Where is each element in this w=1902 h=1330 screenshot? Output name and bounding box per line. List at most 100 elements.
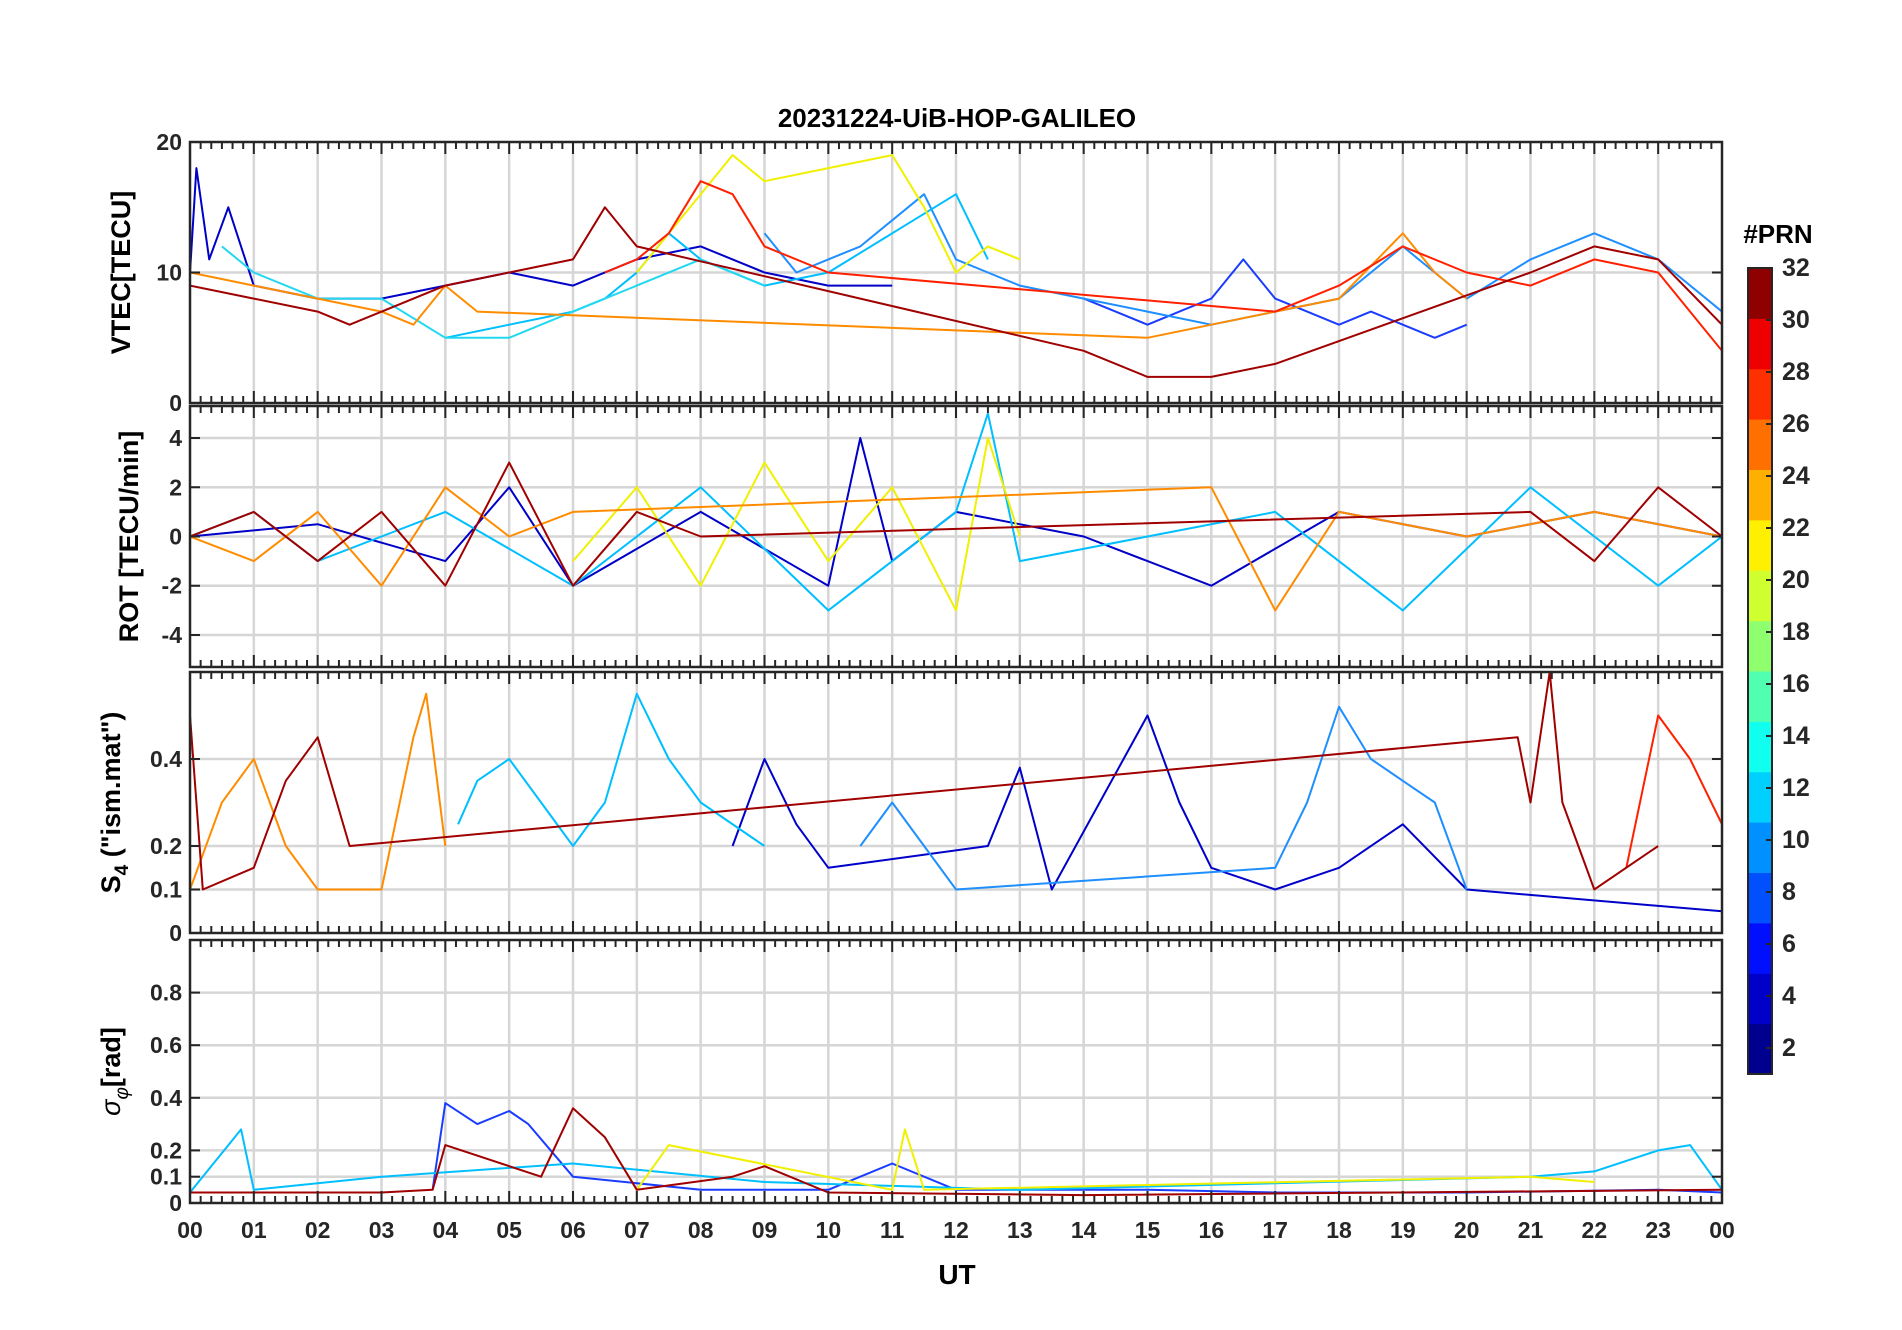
- y-tick-label: 0.2: [150, 1137, 182, 1163]
- panel-s4: 0 0.1 0.2 0.4 S4 ("ism.mat"): [96, 670, 1724, 946]
- y-tick-label: 0: [169, 920, 182, 946]
- colorbar-segment: [1748, 973, 1772, 1025]
- series-line-prn-31: [190, 206, 1722, 378]
- y-tick-label: 0.8: [150, 980, 182, 1006]
- y-tick-label: 20: [156, 129, 182, 155]
- x-tick-label: 21: [1518, 1217, 1544, 1243]
- x-tick-label: 07: [624, 1217, 650, 1243]
- x-tick-label: 12: [943, 1217, 969, 1243]
- x-tick-label: 20: [1454, 1217, 1480, 1243]
- axes-frame: [188, 670, 1724, 935]
- colorbar-tick-label: 8: [1782, 878, 1796, 906]
- series-line-prn-31: [190, 672, 1659, 891]
- x-tick-label: 00: [177, 1217, 203, 1243]
- series-line-prn-2: [731, 714, 1722, 913]
- colorbar-tick-label: 24: [1782, 462, 1810, 490]
- colorbar-segment: [1748, 268, 1772, 319]
- series-line-prn-31: [190, 461, 1722, 587]
- x-tick-label: 16: [1199, 1217, 1225, 1243]
- colorbar-frame: [1747, 267, 1773, 1075]
- colorbar-tick-label: 30: [1782, 306, 1810, 334]
- y-tick-label: 0: [169, 524, 182, 550]
- colorbar-tick-label: 10: [1782, 826, 1810, 854]
- y-tick-label: 0: [169, 1190, 182, 1216]
- colorbar-tick-label: 22: [1782, 514, 1810, 542]
- colorbar-segment: [1748, 368, 1772, 420]
- colorbar-segment: [1748, 620, 1772, 672]
- y-tick-label: 0.4: [150, 1085, 182, 1111]
- y-tick-label: 4: [169, 425, 182, 451]
- colorbar-segment: [1748, 318, 1772, 370]
- x-axis-label: UT: [938, 1259, 975, 1290]
- x-tick-label: 15: [1135, 1217, 1161, 1243]
- y-tick-label: 0: [169, 390, 182, 416]
- colorbar-segment: [1748, 570, 1772, 622]
- series-line-prn-8: [763, 193, 1722, 326]
- x-tick-label: 04: [433, 1217, 459, 1243]
- y-axis-label: ROT [TECU/min]: [114, 431, 144, 642]
- series-group: [190, 154, 1722, 378]
- y-tick-label: 2: [169, 474, 182, 500]
- x-tick-label: 05: [496, 1217, 522, 1243]
- colorbar-segment: [1748, 721, 1772, 773]
- colorbar-tick-label: 2: [1782, 1034, 1796, 1062]
- colorbar-tick-label: 28: [1782, 358, 1810, 386]
- x-tick-label: 13: [1007, 1217, 1033, 1243]
- y-tick-label: 0.1: [150, 1164, 182, 1190]
- y-tick-label: 0.2: [150, 833, 182, 859]
- x-tick-label: 19: [1390, 1217, 1416, 1243]
- x-tick-label: 09: [752, 1217, 778, 1243]
- colorbar-segment: [1748, 419, 1772, 470]
- colorbar-segment: [1748, 872, 1772, 924]
- x-tick-label: 01: [241, 1217, 267, 1243]
- x-tick-label: 10: [816, 1217, 842, 1243]
- x-tick-label: 14: [1071, 1217, 1097, 1243]
- x-tick-label: 03: [369, 1217, 395, 1243]
- series-group: [190, 672, 1722, 913]
- x-tick-label: 06: [560, 1217, 586, 1243]
- y-tick-label: 0.1: [150, 877, 182, 903]
- y-tick-label: 0.6: [150, 1032, 182, 1058]
- series-line-prn-12: [221, 245, 765, 339]
- colorbar-tick-label: 4: [1782, 982, 1796, 1010]
- series-line-prn-8: [859, 705, 1468, 891]
- x-tick-label: 23: [1645, 1217, 1671, 1243]
- colorbar-tick-label: 20: [1782, 566, 1810, 594]
- x-tick-label: 02: [305, 1217, 331, 1243]
- y-tick-label: 10: [156, 260, 182, 286]
- colorbar-tick-label: 12: [1782, 774, 1810, 802]
- colorbar-segment: [1748, 822, 1772, 873]
- series-line-prn-23: [190, 232, 1468, 339]
- series-line-prn-23: [190, 692, 447, 891]
- colorbar-tick-label: 16: [1782, 670, 1810, 698]
- panel-sigma-phi: 00.10.2 0.4 0.6 0.8 σφ[rad]: [96, 938, 1724, 1216]
- colorbar-tick-label: 32: [1782, 254, 1810, 282]
- y-tick-label: -2: [162, 573, 182, 599]
- colorbar-segment: [1748, 671, 1772, 722]
- series-line-prn-27: [604, 180, 1722, 352]
- series-line-prn-5: [1083, 258, 1468, 339]
- y-axis-label: σφ[rad]: [96, 1027, 133, 1116]
- x-tick-label: 22: [1582, 1217, 1608, 1243]
- chart-title: 20231224-UiB-HOP-GALILEO: [778, 103, 1136, 133]
- series-line-prn-27: [1625, 714, 1722, 869]
- colorbar-tick-label: 26: [1782, 410, 1810, 438]
- colorbar-segment: [1748, 771, 1772, 823]
- colorbar-segment: [1748, 922, 1772, 974]
- series-line-prn-23: [190, 486, 1722, 612]
- series-line-prn-20: [636, 154, 1021, 274]
- series-line-prn-11: [445, 193, 989, 339]
- series-group: [190, 412, 1722, 612]
- colorbar-segment: [1748, 469, 1772, 521]
- y-axis-label: S4 ("ism.mat"): [96, 712, 133, 894]
- colorbar-tick-label: 6: [1782, 930, 1796, 958]
- x-axis-tick-labels: 00 01 02 03 04 05 06 07 08 09 10 11 12 13 14 15 16 17 18 19…: [177, 1217, 1735, 1243]
- x-tick-label: 18: [1326, 1217, 1352, 1243]
- colorbar-tick-label: 14: [1782, 722, 1810, 750]
- panel-vtec: 0 10 20 VTEC[TECU]: [106, 129, 1724, 416]
- colorbar-tick-label: 18: [1782, 618, 1810, 646]
- axes-frame: [188, 938, 1724, 1205]
- x-tick-label: 08: [688, 1217, 714, 1243]
